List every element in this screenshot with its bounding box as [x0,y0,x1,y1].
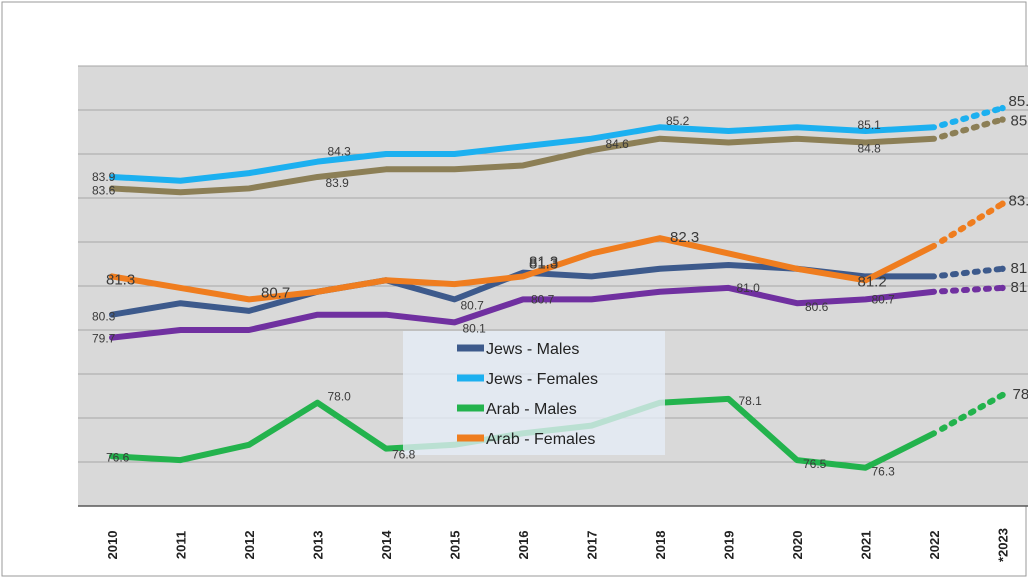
x-tick-label: 2010 [105,531,120,560]
projection-point [999,200,1006,207]
data-label: 83.9 [92,170,116,184]
data-label: 85.4 [1011,113,1028,130]
data-label: 84.8 [858,142,882,156]
data-label: 80.7 [531,292,555,306]
series-unlabeled-5 [109,284,1006,341]
x-tick-label: 2017 [585,531,600,560]
data-label: 76.8 [392,448,416,462]
projection-point [999,284,1006,292]
data-label: 81.3 [106,271,135,288]
data-label: 80.1 [463,321,487,335]
data-label: 76.5 [803,457,827,471]
data-label: 82.3 [670,229,699,246]
data-label: 80.7 [872,292,896,306]
data-label: 81.3 [529,254,558,271]
data-label: 81.2 [858,273,887,290]
data-labels: 80.3 80.7 81.3 81.5 83.9 84.3 85.2 85.1 85.7 76.6… [92,93,1028,479]
series-lines [109,104,1006,471]
data-label: 76.6 [106,450,130,464]
projection-line [939,265,1006,279]
data-label: 80.6 [805,300,829,314]
legend: Jews - Males Jews - Females Arab - Males Ar… [403,331,665,455]
data-label: 85.1 [858,118,882,132]
data-label: 80.7 [461,298,485,312]
data-label: 76.3 [872,465,896,479]
data-label: 83.2 [1009,193,1028,210]
data-label: 80.7 [261,284,290,301]
data-label: 81.0 [1011,279,1028,296]
data-label: 83.9 [326,176,350,190]
x-tick-label: 2022 [927,531,942,560]
projection-line [939,105,1006,128]
data-label: 84.6 [606,137,630,151]
x-tick-label: 2016 [516,531,531,560]
series-line [109,235,937,303]
data-label: 78.0 [328,390,352,404]
data-label: 85.7 [1009,93,1028,110]
data-label: 83.6 [92,183,116,197]
projection-point [999,104,1006,112]
x-tick-label: 2021 [859,531,874,560]
series-line [109,135,937,196]
data-label: 84.3 [328,145,352,159]
x-tick-label: 2012 [242,531,257,560]
series-jews-females [109,104,1006,184]
projection-point [999,116,1006,123]
x-tick-label: 2013 [311,531,326,560]
data-label: 78.2 [1013,386,1028,403]
legend-entry: Arab - Females [486,431,595,448]
projection-point [999,391,1006,399]
series-line [109,284,937,341]
legend-entry: Jews - Males [486,341,579,358]
data-label: 81.0 [737,281,761,295]
data-label: 81.5 [1011,260,1028,277]
data-label: 80.3 [92,310,116,324]
series-unlabeled-4 [109,116,1006,196]
data-label: 81.3 [529,255,558,272]
series-line [109,124,937,184]
projection-point [999,265,1006,272]
projection-line [939,116,1006,140]
data-label: 78.1 [739,394,763,408]
x-tick-label: *2023 [996,528,1011,562]
data-label: 79.7 [92,332,116,346]
x-tick-label: 2011 [174,531,189,559]
x-tick-label: 2014 [379,530,394,560]
projection-line [939,284,1006,295]
series-arab-females [109,200,1006,303]
projection-line [939,200,1006,244]
x-tick-label: 2019 [722,531,737,560]
legend-entry: Jews - Females [486,371,598,388]
legend-box [403,331,665,455]
x-tick-label: 2015 [448,531,463,560]
x-axis-ticks: 2010 2011 2012 2013 2014 2015 2016 2017 2018 2019… [105,528,1011,562]
data-label: 85.2 [666,114,690,128]
x-tick-label: 2020 [790,531,805,560]
projection-line [939,392,1006,432]
x-tick-label: 2018 [653,531,668,560]
legend-entry: Arab - Males [486,401,577,418]
